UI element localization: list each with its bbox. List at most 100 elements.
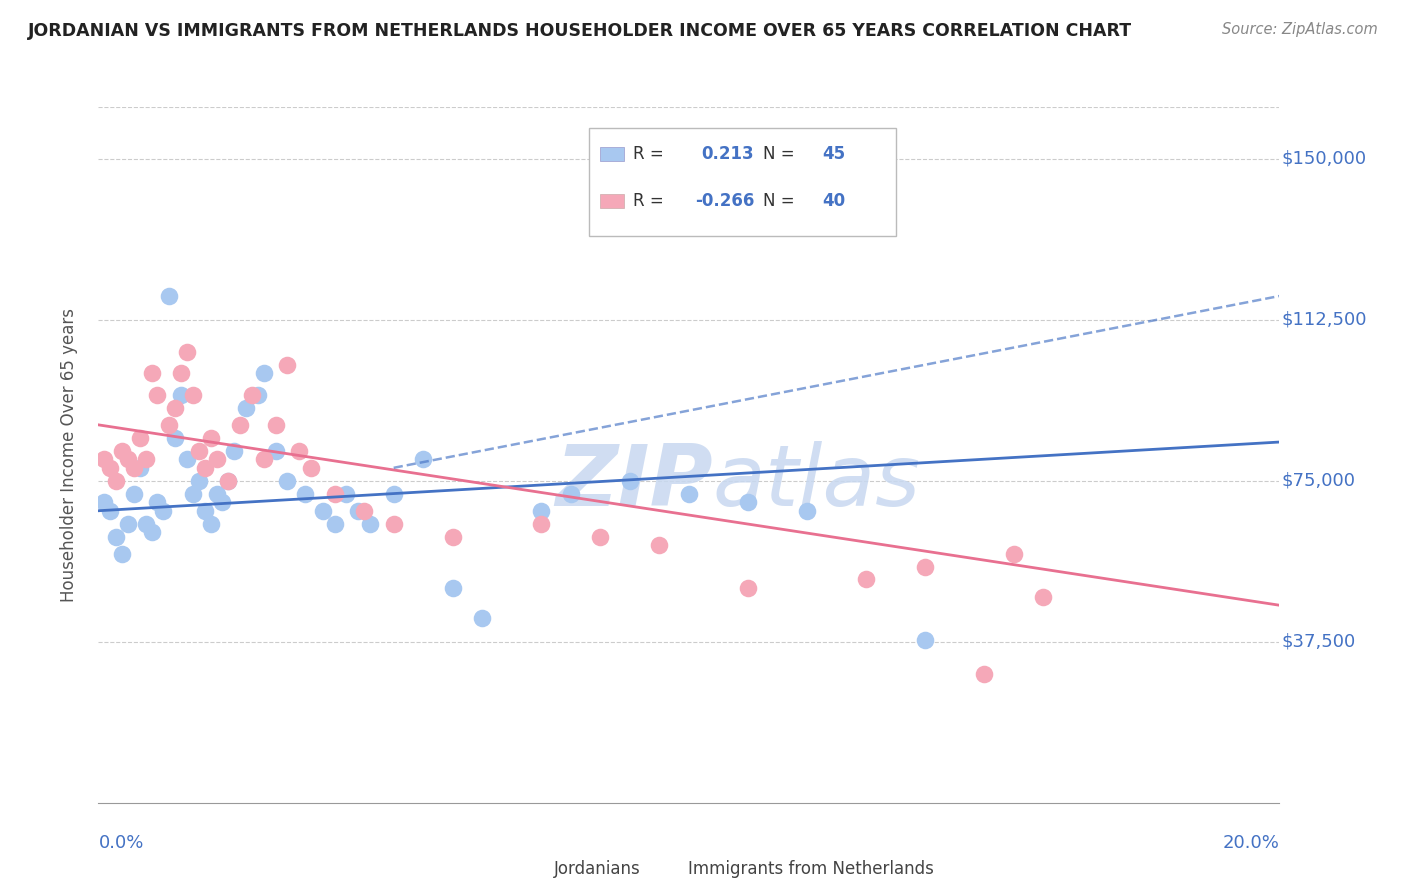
Point xyxy=(181,388,204,402)
Point xyxy=(141,367,163,381)
Point xyxy=(737,495,759,509)
Point xyxy=(619,474,641,488)
Text: $150,000: $150,000 xyxy=(1282,150,1367,168)
Point xyxy=(264,417,287,432)
Point xyxy=(299,460,322,475)
Point xyxy=(323,516,346,531)
Point xyxy=(93,452,115,467)
Point xyxy=(914,559,936,574)
Text: -0.266: -0.266 xyxy=(695,192,754,210)
Point xyxy=(678,486,700,500)
Point xyxy=(471,611,494,625)
Point xyxy=(412,452,434,467)
Point xyxy=(288,443,311,458)
Point xyxy=(200,431,222,445)
Point xyxy=(855,573,877,587)
Text: Jordanians: Jordanians xyxy=(554,860,641,878)
Point xyxy=(146,495,169,509)
Point xyxy=(157,289,180,303)
Point xyxy=(382,486,405,500)
Point xyxy=(1002,547,1025,561)
Point xyxy=(530,504,553,518)
Text: 0.0%: 0.0% xyxy=(98,834,143,852)
Point xyxy=(141,525,163,540)
Point xyxy=(276,474,298,488)
Text: N =: N = xyxy=(763,192,800,210)
Text: JORDANIAN VS IMMIGRANTS FROM NETHERLANDS HOUSEHOLDER INCOME OVER 65 YEARS CORREL: JORDANIAN VS IMMIGRANTS FROM NETHERLANDS… xyxy=(28,22,1132,40)
Point xyxy=(170,388,193,402)
Text: 45: 45 xyxy=(823,145,845,163)
Point xyxy=(353,504,375,518)
Point xyxy=(170,367,193,381)
Point xyxy=(181,486,204,500)
Point xyxy=(205,486,228,500)
Text: R =: R = xyxy=(634,192,669,210)
Text: N =: N = xyxy=(763,145,800,163)
Text: Immigrants from Netherlands: Immigrants from Netherlands xyxy=(688,860,934,878)
FancyBboxPatch shape xyxy=(517,861,547,881)
Point xyxy=(246,388,269,402)
FancyBboxPatch shape xyxy=(600,147,624,161)
Point xyxy=(152,504,174,518)
Point xyxy=(187,443,209,458)
Point xyxy=(312,504,335,518)
Text: Source: ZipAtlas.com: Source: ZipAtlas.com xyxy=(1222,22,1378,37)
Point xyxy=(176,344,198,359)
Point xyxy=(135,516,157,531)
Point xyxy=(224,443,246,458)
Point xyxy=(205,452,228,467)
Point xyxy=(157,417,180,432)
Point xyxy=(135,452,157,467)
Point xyxy=(240,388,263,402)
Point xyxy=(217,474,239,488)
Text: 0.213: 0.213 xyxy=(700,145,754,163)
Point xyxy=(347,504,370,518)
Text: $112,500: $112,500 xyxy=(1282,310,1367,328)
Point xyxy=(235,401,257,415)
Point xyxy=(648,538,671,552)
Point xyxy=(441,529,464,543)
Point xyxy=(128,431,150,445)
Point xyxy=(323,486,346,500)
Point xyxy=(105,529,128,543)
FancyBboxPatch shape xyxy=(600,194,624,208)
Point xyxy=(441,581,464,595)
Point xyxy=(796,504,818,518)
Point xyxy=(146,388,169,402)
FancyBboxPatch shape xyxy=(589,128,896,235)
Point xyxy=(128,460,150,475)
Point xyxy=(194,460,217,475)
Point xyxy=(122,486,145,500)
Point xyxy=(117,452,139,467)
Point xyxy=(229,417,252,432)
Point xyxy=(111,443,134,458)
Point xyxy=(359,516,381,531)
Point xyxy=(589,529,612,543)
Point xyxy=(211,495,233,509)
Point xyxy=(382,516,405,531)
Point xyxy=(176,452,198,467)
Point xyxy=(973,667,995,681)
Point xyxy=(914,632,936,647)
Text: $37,500: $37,500 xyxy=(1282,632,1355,651)
Point xyxy=(737,581,759,595)
Point xyxy=(294,486,316,500)
Text: $75,000: $75,000 xyxy=(1282,472,1355,490)
Point xyxy=(217,474,239,488)
Point xyxy=(105,474,128,488)
Point xyxy=(1032,590,1054,604)
FancyBboxPatch shape xyxy=(651,861,681,881)
Point xyxy=(98,504,121,518)
Text: ZIP: ZIP xyxy=(555,442,713,524)
Text: 20.0%: 20.0% xyxy=(1223,834,1279,852)
Point xyxy=(200,516,222,531)
Y-axis label: Householder Income Over 65 years: Householder Income Over 65 years xyxy=(59,308,77,602)
Point xyxy=(264,443,287,458)
Point xyxy=(122,460,145,475)
Point xyxy=(560,486,582,500)
Point xyxy=(194,504,217,518)
Point xyxy=(111,547,134,561)
Point xyxy=(530,516,553,531)
Point xyxy=(335,486,357,500)
Point xyxy=(253,367,276,381)
